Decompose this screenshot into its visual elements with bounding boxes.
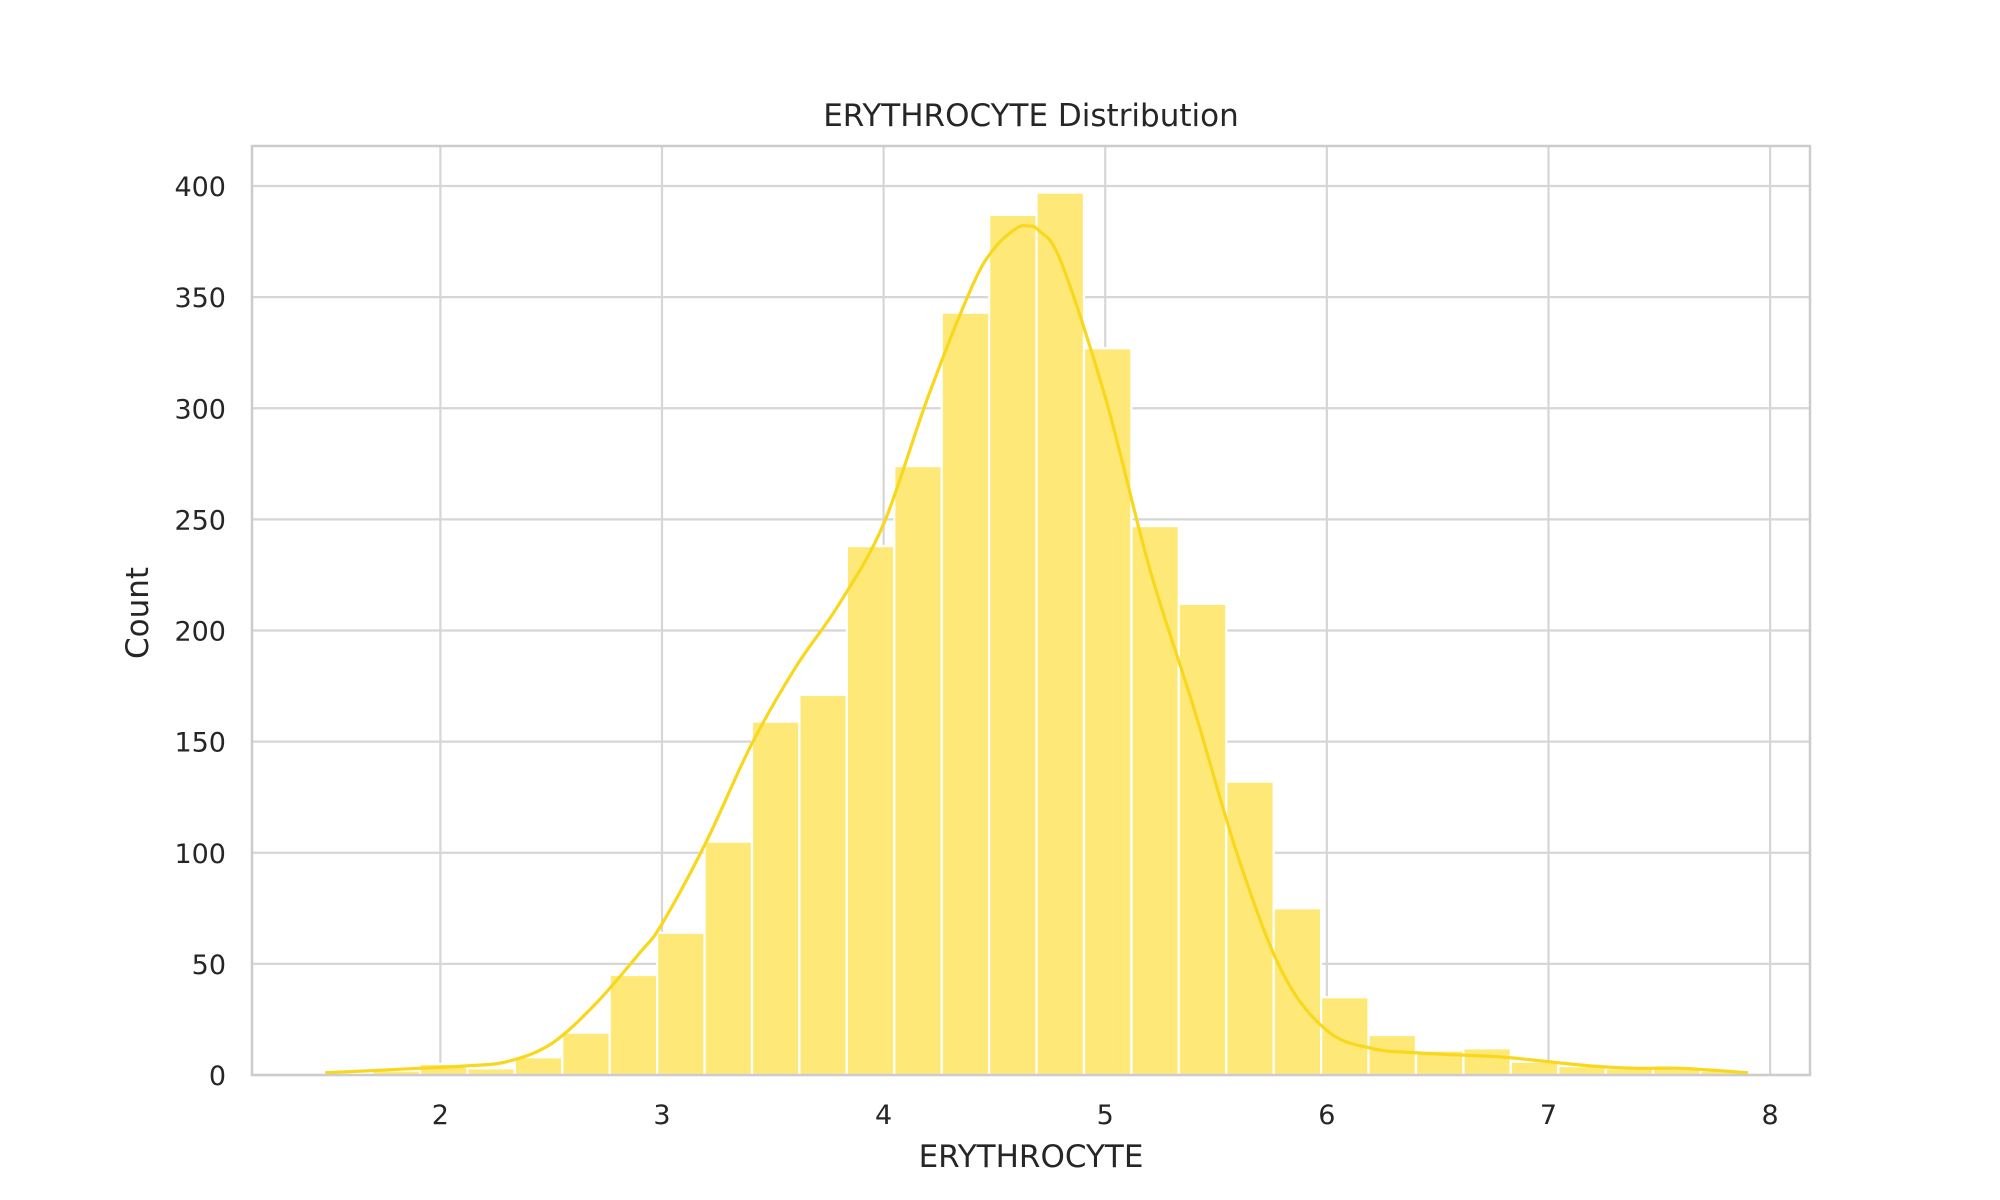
histogram-bar bbox=[513, 1056, 564, 1077]
histogram-bar bbox=[1367, 1033, 1418, 1077]
histogram-bar bbox=[1272, 907, 1323, 1077]
x-tick-label: 5 bbox=[1097, 1100, 1114, 1131]
x-tick-label: 3 bbox=[653, 1100, 670, 1131]
y-tick-label: 150 bbox=[174, 728, 226, 759]
y-tick-label: 0 bbox=[209, 1061, 226, 1092]
histogram-bars bbox=[324, 191, 1750, 1077]
y-tick-label: 350 bbox=[174, 283, 226, 314]
y-axis-label: Count bbox=[120, 567, 156, 659]
chart-title: ERYTHROCYTE Distribution bbox=[823, 98, 1239, 134]
histogram-bar bbox=[1509, 1060, 1560, 1077]
y-tick-label: 250 bbox=[174, 505, 226, 536]
histogram-bar bbox=[1082, 347, 1133, 1077]
y-tick-label: 100 bbox=[174, 839, 226, 870]
y-tick-label: 400 bbox=[174, 172, 226, 203]
histogram-bar bbox=[1462, 1047, 1512, 1077]
x-tick-labels: 2 3 4 5 6 7 8 bbox=[432, 1100, 1779, 1131]
histogram-bar bbox=[1177, 602, 1228, 1077]
histogram-bar bbox=[1130, 524, 1180, 1077]
x-tick-label: 4 bbox=[875, 1100, 892, 1131]
histogram-bar bbox=[750, 720, 801, 1077]
plot-frame bbox=[250, 144, 1812, 1077]
y-tick-label: 300 bbox=[174, 394, 226, 425]
histogram-bar bbox=[798, 693, 848, 1077]
x-tick-label: 7 bbox=[1540, 1100, 1557, 1131]
histogram-bar bbox=[1225, 780, 1275, 1077]
x-tick-label: 8 bbox=[1762, 1100, 1779, 1131]
x-tick-label: 6 bbox=[1318, 1100, 1335, 1131]
histogram-bar bbox=[561, 1031, 611, 1077]
histogram-bar bbox=[893, 464, 943, 1077]
histogram-bar bbox=[608, 973, 659, 1077]
histogram-bar bbox=[703, 840, 754, 1077]
y-tick-label: 200 bbox=[174, 617, 226, 648]
histogram-bar bbox=[656, 931, 706, 1077]
histogram-bar bbox=[1035, 191, 1086, 1077]
y-tick-labels: 0 50 100 150 200 250 300 350 400 bbox=[174, 172, 226, 1092]
histogram-bar bbox=[988, 213, 1038, 1077]
histogram-bar bbox=[1320, 996, 1370, 1077]
x-tick-label: 2 bbox=[432, 1100, 449, 1131]
histogram-bar bbox=[845, 544, 896, 1077]
kde-curve bbox=[325, 223, 1749, 1075]
histogram-bar bbox=[940, 311, 991, 1077]
x-axis-label: ERYTHROCYTE bbox=[919, 1139, 1144, 1175]
y-tick-label: 50 bbox=[192, 950, 226, 981]
